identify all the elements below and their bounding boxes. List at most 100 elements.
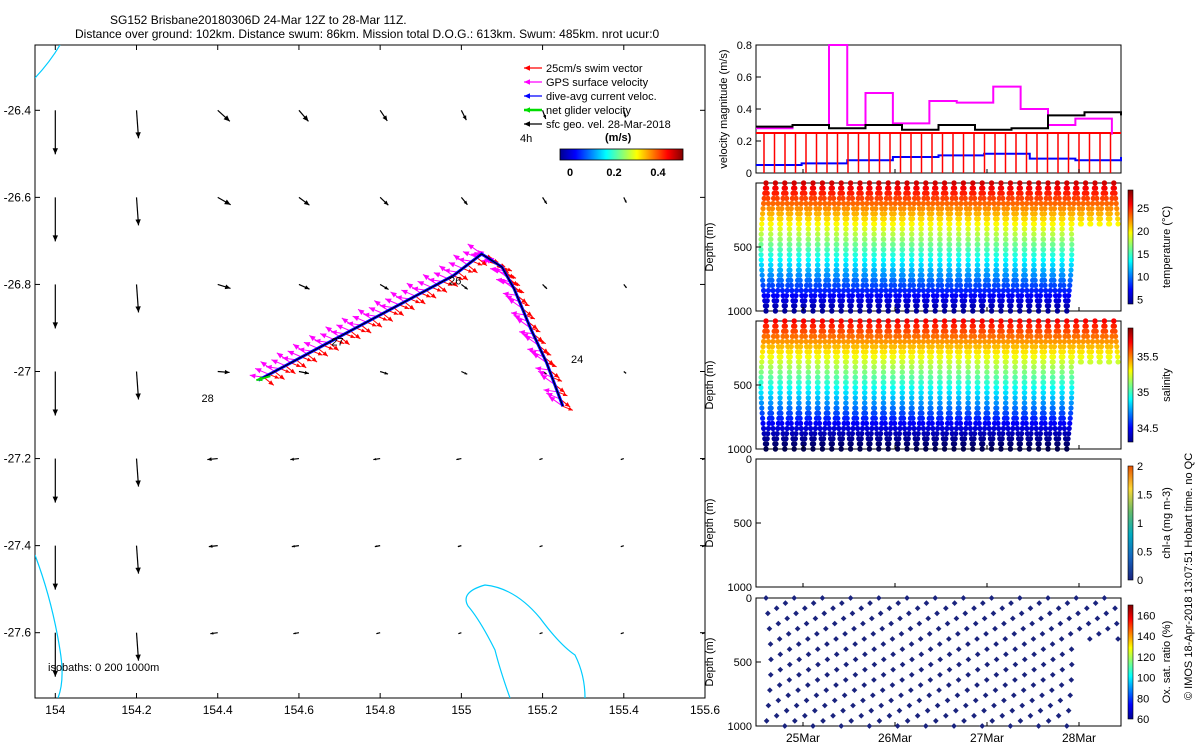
gps-velocity-arrow (287, 350, 302, 358)
time-tick-label: 26Mar (878, 731, 912, 745)
oxygen-colorbar-tick: 80 (1137, 693, 1149, 705)
gps-velocity-arrow (336, 324, 351, 332)
gps-velocity-arrow (292, 343, 308, 355)
current-arrow (135, 632, 141, 661)
swim-vector-arrow (360, 324, 372, 334)
salinity-colorbar (1127, 327, 1134, 443)
velocity-line (756, 152, 1122, 166)
map-y-ticks: -26.4 -26.6 -26.8 -27 -27.2 -27.4 -27.6 (4, 103, 705, 640)
oxygen-colorbar-tick: 140 (1137, 631, 1155, 643)
gps-velocity-arrow (467, 243, 482, 255)
chla-colorbar-label: chl-a (mg m-3) (1161, 487, 1173, 559)
temperature-colorbar-label: temperature (°C) (1161, 206, 1173, 288)
velocity-line (756, 111, 1122, 131)
chla-colorbar-tick: 0 (1137, 575, 1143, 587)
colorbar-tick: 0.2 (606, 167, 621, 179)
swim-vector-arrow (425, 289, 437, 299)
time-axis-ticks: 25Mar 26Mar 27Mar 28Mar (786, 169, 1096, 745)
current-arrow (217, 109, 231, 122)
salinity-ylabel: Depth (m) (704, 361, 716, 410)
current-arrow (52, 197, 59, 242)
net-glider-velocity-arrow (256, 375, 271, 382)
isobath-north (35, 45, 61, 79)
map-x-tick-label: 154.8 (365, 703, 395, 717)
gps-velocity-arrow (341, 317, 357, 329)
current-arrow (52, 110, 59, 155)
swim-vector-arrow (317, 347, 329, 357)
salinity-colorbar-tick: 35 (1137, 387, 1149, 399)
swim-vector-arrow (476, 257, 488, 266)
current-arrow (217, 369, 230, 375)
gps-velocity-arrow (303, 341, 319, 349)
figure-title-line1: SG152 Brisbane20180306D 24-Mar 12Z to 28… (110, 13, 407, 27)
gps-velocity-arrow (384, 298, 400, 306)
current-arrow (291, 544, 300, 548)
map-legend: 25cm/s swim vector GPS surface velocity di… (520, 63, 684, 179)
gps-velocity-arrow (537, 370, 553, 378)
salinity-colorbar-label: salinity (1161, 368, 1173, 402)
map-panel: 24 26 27 28 154 154.2 154.4 154.6 154.8 155 155.2… (4, 44, 720, 717)
current-arrow (620, 457, 624, 461)
oxygen-y-tick-label: 0 (746, 593, 752, 605)
oxygen-colorbar (1127, 604, 1134, 720)
gps-velocity-arrow (357, 308, 373, 320)
current-arrow (704, 110, 705, 116)
salinity-y-tick-label: 500 (734, 380, 752, 392)
salinity-colorbar-tick: 34.5 (1137, 423, 1158, 435)
swim-vector-arrow (457, 271, 469, 281)
swim-vector-arrow (295, 359, 307, 369)
current-arrow (217, 283, 231, 290)
current-arrow (461, 370, 468, 375)
current-arrow (623, 110, 627, 118)
day-marker-label: 26 (449, 275, 461, 287)
chla-ylabel: Depth (m) (704, 499, 716, 548)
gps-velocity-arrow (448, 262, 463, 269)
swim-vector-arrow (404, 301, 415, 311)
swim-vector-arrow (447, 278, 459, 288)
gps-velocity-arrow (373, 300, 389, 311)
chla-y-tick-label: 0 (746, 454, 752, 466)
current-arrow (458, 632, 462, 635)
velocity-series (756, 44, 1122, 173)
map-x-tick-label: 154.4 (203, 703, 233, 717)
current-arrow (374, 545, 381, 548)
current-arrow (623, 371, 627, 374)
temperature-colorbar-tick: 5 (1137, 294, 1143, 306)
gps-velocity-arrow (390, 291, 405, 303)
map-y-tick-label: -27.4 (4, 539, 32, 553)
current-arrows (52, 109, 705, 677)
current-arrow (539, 457, 543, 461)
gps-velocity-arrow (254, 367, 270, 375)
legend-arrow (524, 93, 542, 99)
map-x-tick-label: 155 (451, 703, 471, 717)
swim-vector-arrow (274, 371, 285, 380)
temperature-colorbar-tick: 10 (1137, 272, 1149, 284)
swim-vector-arrow (285, 365, 296, 375)
legend-label: 25cm/s swim vector (546, 63, 643, 75)
figure-title-line2: Distance over ground: 102km. Distance sw… (75, 27, 660, 41)
chla-y-tick-label: 500 (734, 518, 752, 530)
map-y-tick-label: -26.6 (4, 190, 32, 204)
current-arrow (623, 197, 627, 203)
current-arrow (135, 284, 141, 313)
oxygen-colorbar-tick: 60 (1137, 714, 1149, 726)
gps-velocity-arrow (406, 282, 422, 294)
velocity-y-tick-label: 0.6 (737, 72, 752, 84)
gps-velocity-arrow (260, 361, 275, 372)
isobath-south (35, 554, 63, 698)
current-arrow (52, 545, 59, 590)
gps-velocity-arrow (352, 315, 367, 323)
current-arrow (379, 109, 388, 122)
legend-arrow (524, 79, 542, 85)
map-y-tick-label: -26.8 (4, 277, 32, 291)
legend-label: net glider velocity (546, 105, 631, 117)
salinity-colorbar-tick: 35.5 (1137, 352, 1158, 364)
swim-vector-arrow (415, 295, 426, 305)
gps-velocity-arrow (519, 330, 534, 336)
gps-velocity-arrow (309, 334, 324, 346)
current-arrow (539, 545, 543, 548)
current-arrow (290, 457, 300, 461)
swim-vector-arrow (339, 336, 350, 346)
